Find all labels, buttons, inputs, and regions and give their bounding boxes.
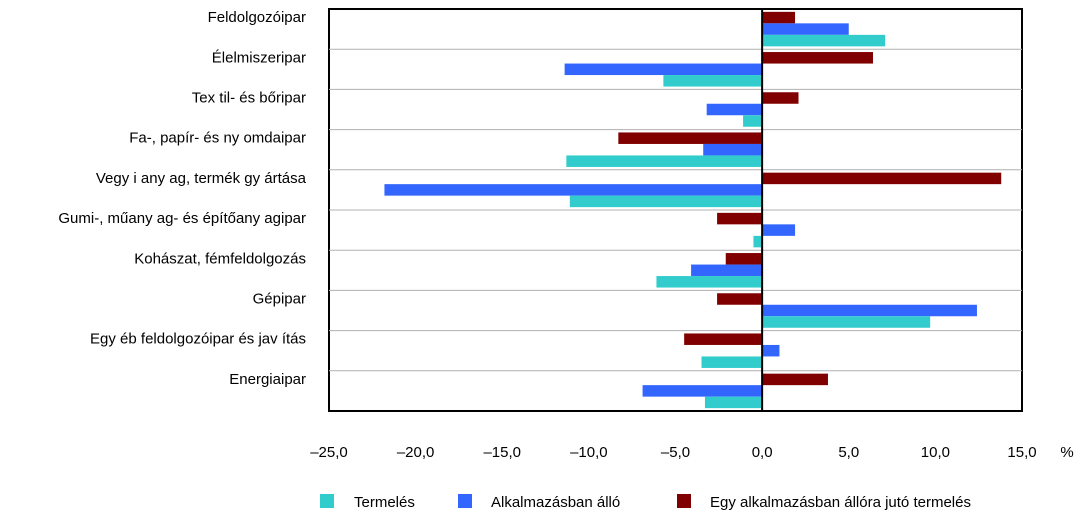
bar-termelekenyseg (762, 11, 796, 24)
category-label: Feldolgozóipar (208, 9, 306, 26)
category-label: Élelmiszeripar (212, 49, 306, 66)
bar-termeles (663, 75, 763, 87)
grid-lines (329, 48, 1022, 372)
category-label: Energiaipar (229, 371, 306, 388)
bar-alkalmazasban-allo (691, 264, 763, 277)
legend-swatch (458, 494, 472, 508)
x-tick-label: 0,0 (752, 444, 773, 461)
bar-termeles (762, 316, 931, 328)
category-label: Tex til- és bőripar (192, 90, 306, 107)
category-label: Gépipar (253, 291, 306, 308)
bar-alkalmazasban-allo (384, 184, 763, 196)
legend-item: Egy alkalmazásban állóra jutó termelés (677, 494, 971, 511)
bar-termelekenyseg (725, 253, 763, 265)
x-tick-labels: –25,0 –20,0 –15,0 –10,0 –5,0 0,0 5,0 10,0 15,0 (310, 444, 1036, 461)
legend: Termelés Alkalmazásban álló Egy alkalmazás… (320, 494, 971, 511)
x-tick-label: 5,0 (838, 444, 859, 461)
bar-termeles (569, 195, 763, 208)
bar-termelekenyseg (762, 172, 1002, 185)
category-labels: Feldolgozóipar Élelmiszeripar Tex til- és … (58, 9, 306, 388)
bar-termeles (743, 115, 763, 127)
legend-swatch (677, 494, 691, 508)
x-tick-label: –5,0 (661, 444, 690, 461)
category-label: Fa-, papír- és ny omdaipar (129, 130, 306, 147)
legend-item: Termelés (320, 494, 415, 511)
legend-item: Alkalmazásban álló (458, 494, 620, 511)
bar-termelekenyseg (762, 92, 799, 104)
x-tick-label: 10,0 (921, 444, 950, 461)
bar-alkalmazasban-allo (762, 23, 849, 35)
bar-alkalmazasban-allo (703, 143, 763, 156)
bar-alkalmazasban-allo (706, 103, 763, 116)
bar-termeles (656, 276, 763, 288)
bar-termelekenyseg (717, 293, 763, 305)
legend-label: Egy alkalmazásban állóra jutó termelés (710, 494, 971, 511)
bar-termeles (704, 396, 763, 409)
bar-termelekenyseg (762, 373, 828, 386)
bars (384, 11, 1002, 409)
bar-alkalmazasban-allo (642, 385, 763, 397)
legend-label: Termelés (354, 494, 415, 511)
category-label: Kohászat, fémfeldolgozás (134, 250, 306, 267)
bar-termelekenyseg (717, 212, 763, 225)
bar-termelekenyseg (684, 333, 763, 345)
bar-alkalmazasban-allo (762, 304, 977, 317)
x-tick-label: –20,0 (397, 444, 435, 461)
category-label: Egy éb feldolgozóipar és jav ítás (90, 331, 306, 348)
x-tick-label: –15,0 (483, 444, 521, 461)
bar-termeles (566, 155, 763, 167)
x-tick-label: –10,0 (570, 444, 608, 461)
x-tick-label: 15,0 (1007, 444, 1036, 461)
legend-label: Alkalmazásban álló (491, 494, 620, 511)
bar-alkalmazasban-allo (762, 224, 796, 236)
bar-alkalmazasban-allo (762, 344, 780, 357)
legend-swatch (320, 494, 334, 508)
category-label: Gumi-, műany ag- és építőany agipar (58, 210, 306, 227)
bar-termeles (701, 356, 763, 368)
x-unit-label: % (1060, 444, 1073, 461)
bar-alkalmazasban-allo (564, 63, 763, 76)
bar-termelekenyseg (618, 132, 763, 144)
bar-termeles (762, 34, 886, 47)
x-tick-label: –25,0 (310, 444, 348, 461)
category-label: Vegy i any ag, termék gy ártása (96, 170, 307, 187)
bar-termeles (753, 235, 763, 248)
bar-termelekenyseg (762, 52, 874, 64)
